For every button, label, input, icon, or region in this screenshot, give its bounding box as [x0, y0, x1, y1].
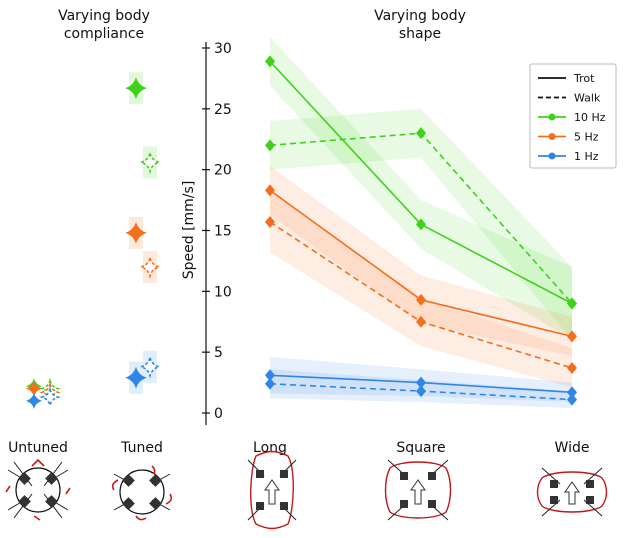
y-tick-label: 5: [214, 345, 223, 361]
y-tick-label: 15: [214, 224, 232, 240]
legend-label: 10 Hz: [574, 111, 606, 124]
y-axis: 0 5 10 15 20 25 30 Speed [mm/s]: [181, 41, 232, 426]
data-point: [125, 221, 147, 244]
legend: Trot Walk 10 Hz 5 Hz 1 Hz: [529, 63, 617, 169]
legend-label: 5 Hz: [574, 131, 599, 144]
series-markers: [26, 55, 577, 409]
data-point: [567, 297, 577, 310]
data-point: [39, 386, 61, 409]
series-band: [270, 166, 572, 356]
data-point: [26, 392, 42, 409]
x-category-label: Square: [396, 440, 445, 456]
data-point: [567, 393, 577, 406]
series-band: [270, 108, 572, 340]
x-category-label: Tuned: [120, 440, 163, 456]
legend-label: Trot: [573, 72, 595, 85]
data-point: [416, 218, 426, 231]
legend-label: Walk: [574, 92, 601, 105]
data-point: [416, 127, 426, 140]
series-band: [270, 191, 572, 388]
data-point: [265, 215, 275, 228]
data-point: [265, 184, 275, 197]
y-tick-label: 10: [214, 284, 232, 300]
tuned-robot-icon: [111, 465, 173, 521]
square-robot-icon: [384, 459, 452, 521]
legend-box: [529, 63, 617, 169]
x-category-label: Untuned: [8, 440, 68, 456]
y-axis-label: Speed [mm/s]: [181, 181, 197, 280]
data-point: [138, 354, 162, 379]
data-point: [567, 386, 577, 399]
data-point: [265, 139, 275, 152]
data-point: [265, 377, 275, 390]
x-category-labels: Untuned Tuned Long Square Wide: [8, 440, 589, 456]
left-title-line-2: compliance: [64, 26, 144, 42]
right-title-line-1: Varying body: [374, 8, 466, 24]
data-point: [567, 361, 577, 374]
data-point: [567, 330, 577, 343]
legend-marker: [548, 152, 556, 160]
long-robot-icon: [247, 450, 297, 530]
data-point: [416, 376, 426, 389]
wide-robot-icon: [536, 467, 608, 517]
data-point: [416, 385, 426, 398]
data-point: [416, 293, 426, 306]
left-title-line-1: Varying body: [58, 8, 150, 24]
right-title-line-2: shape: [399, 26, 441, 42]
data-point: [138, 150, 162, 175]
legend-label: 1 Hz: [574, 150, 599, 163]
untuned-robot-icon: [5, 458, 71, 521]
data-point: [138, 255, 162, 279]
x-category-label: Wide: [555, 440, 590, 456]
y-tick-label: 20: [214, 163, 232, 179]
data-point: [125, 77, 147, 100]
y-tick-label: 0: [214, 406, 223, 422]
data-point: [265, 369, 275, 382]
y-tick-label: 30: [214, 41, 232, 57]
data-point: [265, 55, 275, 68]
data-point: [26, 380, 42, 397]
data-point: [125, 366, 147, 389]
legend-marker: [548, 133, 556, 140]
legend-marker: [548, 113, 556, 121]
data-point: [416, 315, 426, 328]
y-tick-label: 25: [214, 102, 232, 118]
